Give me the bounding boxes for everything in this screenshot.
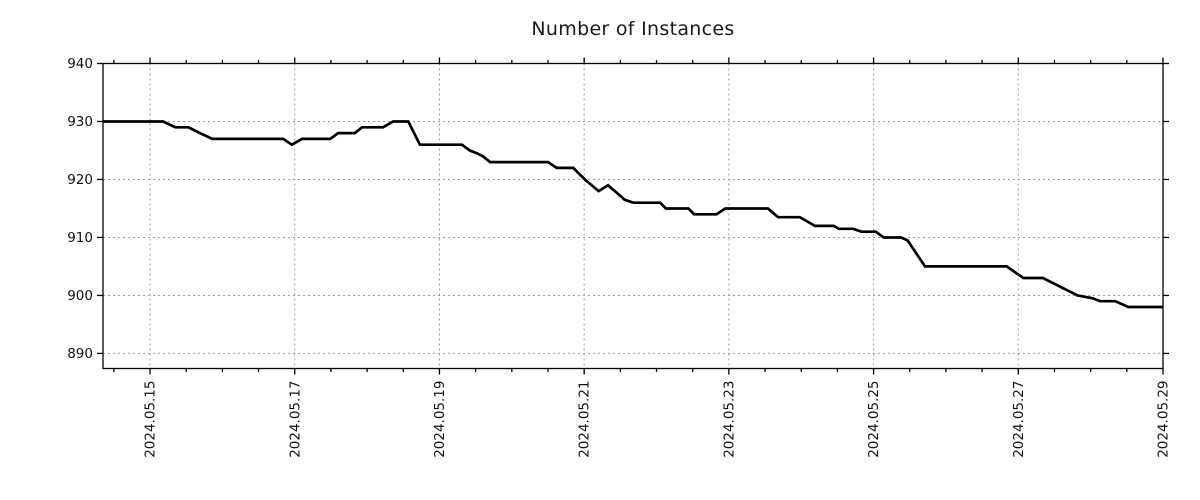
x-axis-tick-label: 2024.05.19 (432, 381, 448, 458)
plot-border (102, 62, 1164, 370)
chart-title: Number of Instances (531, 18, 735, 40)
x-axis-tick-label: 2024.05.17 (287, 381, 303, 458)
x-axis-tick-label: 2024.05.27 (1011, 380, 1027, 457)
x-axis-tick-label: 2024.05.29 (1156, 381, 1172, 458)
y-axis-tick-label: 920 (67, 172, 93, 188)
y-axis-tick-label: 890 (67, 346, 93, 362)
y-axis-tick-label: 910 (67, 230, 93, 246)
x-axis-tick-label: 2024.05.15 (143, 381, 159, 458)
data-line-instances (103, 120, 1163, 309)
y-axis-tick-label: 940 (67, 56, 93, 72)
y-axis-tick-label: 930 (67, 114, 93, 130)
x-axis-tick-label: 2024.05.23 (721, 381, 737, 458)
x-axis-tick-label: 2024.05.25 (866, 381, 882, 458)
y-axis-tick-label: 900 (67, 288, 93, 304)
x-axis-tick-label: 2024.05.21 (577, 381, 593, 458)
